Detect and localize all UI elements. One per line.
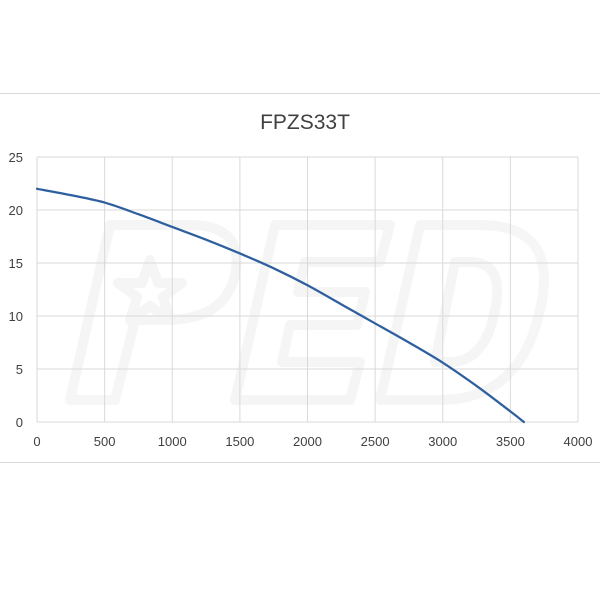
y-tick-label: 15 (9, 256, 23, 271)
x-tick-label: 1500 (225, 434, 254, 449)
y-tick-label: 25 (9, 150, 23, 165)
x-tick-label: 4000 (564, 434, 593, 449)
x-tick-label: 0 (33, 434, 40, 449)
x-tick-label: 500 (94, 434, 116, 449)
plot-series (35, 187, 526, 424)
y-tick-label: 0 (16, 415, 23, 430)
x-tick-label: 3000 (428, 434, 457, 449)
x-tick-label: 2000 (293, 434, 322, 449)
frame-bottom-border (0, 462, 600, 463)
series-line (35, 187, 526, 424)
x-tick-label: 2500 (361, 434, 390, 449)
x-tick-label: 3500 (496, 434, 525, 449)
frame-top-border (0, 93, 600, 94)
y-tick-label: 20 (9, 203, 23, 218)
y-tick-label: 5 (16, 362, 23, 377)
chart-title: FPZS33T (260, 111, 350, 134)
watermark-logo (65, 220, 549, 405)
x-tick-label: 1000 (158, 434, 187, 449)
y-tick-label: 10 (9, 309, 23, 324)
axis-labels: 0 5 10 15 20 25 0 500 1000 1500 2000 2500 3000 3500 40… (9, 150, 593, 449)
